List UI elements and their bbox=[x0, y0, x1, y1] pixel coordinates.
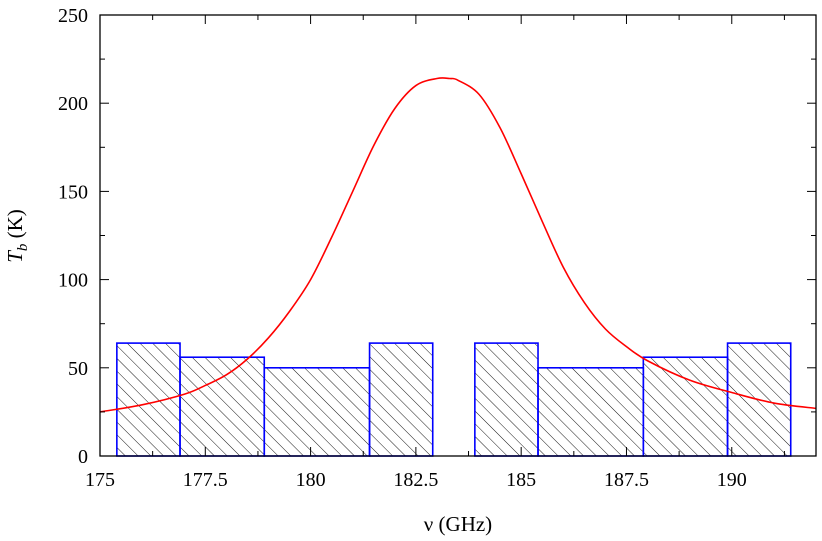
y-axis-title-sub: b bbox=[15, 243, 31, 251]
x-axis-title: ν (GHz) bbox=[424, 512, 492, 536]
axis-tick-labels: 175 177.5 180 182.5 185 187.5 190 0 50 100 150 200 2… bbox=[58, 5, 747, 491]
histogram-bar-3 bbox=[263, 366, 371, 457]
y-tick-label: 200 bbox=[58, 93, 88, 115]
axis-ticks bbox=[99, 14, 816, 457]
y-tick-label: 100 bbox=[58, 270, 88, 292]
y-axis-title-unit: (K) bbox=[3, 209, 27, 243]
x-tick-label: 187.5 bbox=[604, 469, 649, 491]
model-curve bbox=[100, 77, 816, 413]
histogram-bar-5 bbox=[474, 342, 539, 457]
histogram-bar-2 bbox=[179, 356, 266, 457]
x-tick-label: 182.5 bbox=[393, 469, 438, 491]
y-tick-label: 150 bbox=[58, 181, 88, 203]
x-tick-label: 177.5 bbox=[183, 469, 228, 491]
x-tick-label: 180 bbox=[296, 469, 326, 491]
y-tick-label: 0 bbox=[78, 446, 88, 468]
model-curve-group bbox=[100, 77, 816, 413]
histogram-bar-1 bbox=[116, 342, 181, 457]
y-axis-title-main: T bbox=[3, 250, 27, 263]
histogram-bar-7 bbox=[642, 356, 729, 457]
x-tick-label: 190 bbox=[717, 469, 747, 491]
x-tick-label: 185 bbox=[506, 469, 536, 491]
y-tick-label: 50 bbox=[68, 358, 88, 380]
histogram-bars bbox=[116, 342, 792, 457]
x-tick-label: 175 bbox=[85, 469, 115, 491]
y-axis-title: Tb (K) bbox=[3, 209, 31, 263]
y-tick-label: 250 bbox=[58, 5, 88, 27]
histogram-bar-6 bbox=[537, 366, 645, 457]
histogram-bar-4 bbox=[368, 342, 434, 457]
